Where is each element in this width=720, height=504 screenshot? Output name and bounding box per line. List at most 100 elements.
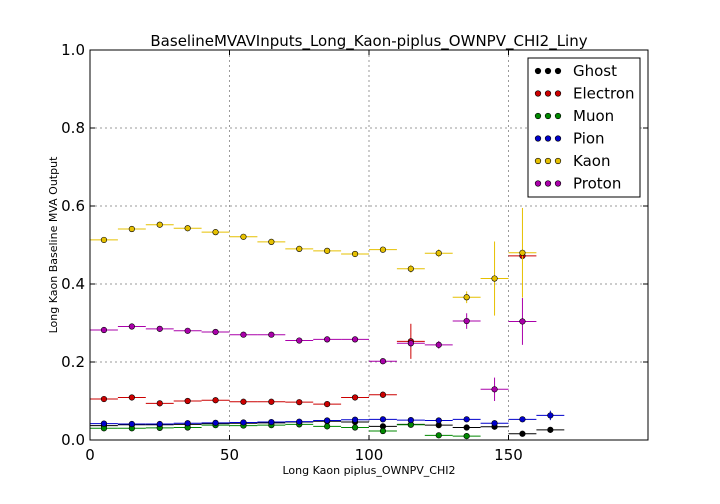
data-point — [519, 430, 526, 437]
data-point — [379, 427, 387, 435]
data-point — [212, 397, 219, 404]
series-layer — [90, 207, 565, 440]
legend-marker — [534, 157, 542, 165]
data-point — [296, 418, 303, 425]
legend-marker — [534, 180, 542, 187]
data-point — [435, 341, 442, 348]
legend-marker — [544, 135, 552, 142]
data-point — [435, 432, 442, 439]
legend-marker — [544, 157, 552, 165]
data-point — [268, 238, 275, 245]
legend-label: Muon — [573, 107, 614, 125]
data-point — [240, 233, 247, 240]
data-point — [156, 400, 163, 407]
legend-marker — [544, 180, 552, 187]
data-point — [351, 336, 359, 343]
data-point — [100, 420, 108, 427]
x-tick-label: 100 — [355, 446, 384, 464]
data-point — [240, 419, 247, 426]
series-pion — [90, 410, 565, 428]
data-point — [491, 275, 498, 282]
data-point — [268, 398, 275, 405]
data-point — [547, 426, 554, 433]
data-point — [519, 416, 526, 423]
data-point — [184, 420, 191, 427]
y-tick-label: 0.8 — [61, 119, 85, 137]
data-point — [351, 424, 359, 431]
ticks: 0 50 100 150 0.0 0.2 0.4 0.6 0.8 1.0 — [61, 41, 648, 464]
data-point — [435, 417, 442, 424]
legend-marker — [554, 67, 562, 75]
data-point — [268, 418, 275, 426]
data-point — [407, 417, 414, 424]
legend-label: Proton — [573, 175, 621, 193]
data-point — [407, 265, 414, 272]
data-point — [212, 328, 219, 336]
data-point — [100, 326, 108, 334]
legend-marker — [554, 112, 562, 120]
data-point — [463, 317, 470, 325]
data-point — [379, 246, 387, 253]
legend-box — [527, 57, 641, 198]
data-point — [212, 229, 219, 236]
data-point — [128, 420, 135, 428]
y-tick-label: 1.0 — [61, 41, 85, 59]
data-point — [324, 417, 331, 424]
series-kaon — [90, 207, 537, 316]
legend-marker — [544, 112, 552, 120]
data-point — [379, 358, 387, 365]
legend-marker — [534, 112, 542, 120]
data-point — [128, 394, 135, 401]
data-point — [296, 399, 303, 406]
legend-marker — [554, 180, 562, 187]
y-tick-label: 0.6 — [61, 197, 85, 215]
x-tick-label: 150 — [494, 446, 523, 464]
data-point — [128, 225, 135, 233]
legend-label: Pion — [573, 130, 605, 148]
y-tick-label: 0.0 — [61, 431, 85, 449]
legend-marker — [534, 135, 542, 142]
data-point — [100, 395, 108, 403]
data-point — [324, 336, 331, 343]
legend-label: Ghost — [573, 62, 617, 80]
data-point — [296, 337, 303, 344]
data-point — [463, 416, 470, 423]
data-point — [100, 236, 108, 244]
data-point — [324, 401, 331, 408]
data-point — [351, 394, 359, 401]
data-point — [324, 423, 331, 430]
data-point — [519, 318, 526, 325]
data-point — [519, 249, 526, 256]
data-point — [156, 420, 163, 428]
data-point — [463, 433, 470, 440]
data-point — [212, 419, 219, 426]
data-point — [407, 340, 414, 347]
data-point — [156, 325, 163, 332]
data-point — [184, 225, 191, 232]
data-point — [547, 412, 554, 419]
series-proton — [90, 298, 537, 401]
legend-marker — [554, 157, 562, 165]
legend-marker — [544, 67, 552, 75]
data-point — [351, 416, 359, 423]
x-tick-label: 50 — [220, 446, 239, 464]
legend-marker — [554, 90, 562, 97]
data-point — [435, 250, 442, 257]
legend-marker — [534, 67, 542, 75]
x-tick-label: 0 — [85, 446, 95, 464]
legend-marker — [544, 90, 552, 97]
data-point — [351, 250, 359, 258]
data-point — [463, 424, 470, 431]
legend-label: Electron — [573, 85, 635, 103]
chart-title: BaselineMVAVInputs_Long_Kaon-piplus_OWNP… — [150, 32, 587, 51]
data-point — [463, 294, 470, 301]
y-tick-label: 0.2 — [61, 353, 85, 371]
legend: Ghost Electron Muon Pion Kaon Proton — [527, 57, 641, 198]
data-point — [240, 331, 247, 338]
data-point — [491, 386, 498, 393]
y-tick-label: 0.4 — [61, 275, 85, 293]
data-point — [240, 398, 247, 405]
data-point — [324, 247, 331, 254]
x-axis-label: Long Kaon piplus_OWNPV_CHI2 — [283, 464, 456, 477]
